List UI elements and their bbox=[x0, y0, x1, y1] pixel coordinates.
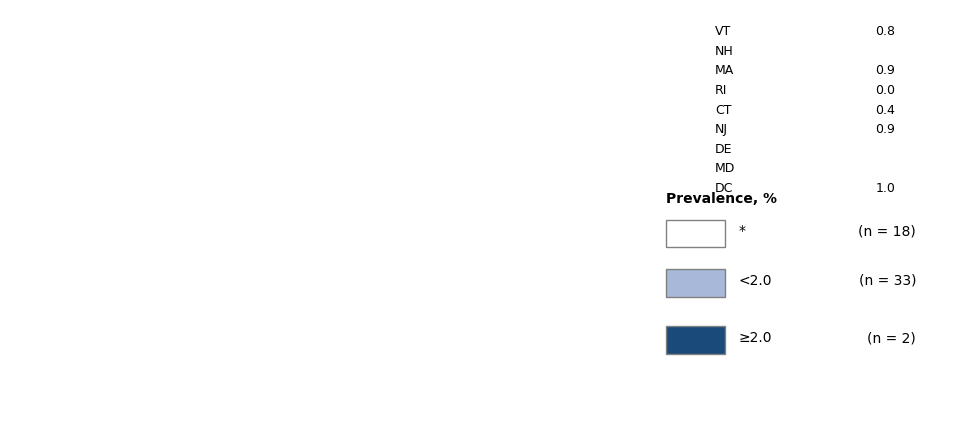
Text: 0.0: 0.0 bbox=[876, 84, 895, 97]
Text: VT: VT bbox=[715, 25, 732, 38]
Text: (n = 33): (n = 33) bbox=[859, 274, 916, 288]
FancyBboxPatch shape bbox=[666, 269, 726, 297]
FancyBboxPatch shape bbox=[666, 220, 726, 247]
Text: 0.9: 0.9 bbox=[876, 64, 895, 77]
Text: NH: NH bbox=[715, 45, 734, 58]
Text: 0.8: 0.8 bbox=[876, 25, 895, 38]
Text: DE: DE bbox=[715, 143, 732, 156]
Text: MD: MD bbox=[715, 162, 735, 175]
Text: Prevalence, %: Prevalence, % bbox=[666, 192, 778, 206]
Text: 0.9: 0.9 bbox=[876, 123, 895, 136]
Text: CT: CT bbox=[715, 103, 732, 117]
Text: (n = 2): (n = 2) bbox=[868, 331, 916, 345]
Text: ≥2.0: ≥2.0 bbox=[739, 331, 772, 345]
Text: MA: MA bbox=[715, 64, 734, 77]
Text: (n = 18): (n = 18) bbox=[858, 224, 916, 238]
Text: RI: RI bbox=[715, 84, 728, 97]
Text: DC: DC bbox=[715, 182, 733, 195]
Text: 0.4: 0.4 bbox=[876, 103, 895, 117]
Text: <2.0: <2.0 bbox=[739, 274, 772, 288]
FancyBboxPatch shape bbox=[666, 326, 726, 354]
Text: *: * bbox=[739, 224, 746, 238]
Text: 1.0: 1.0 bbox=[876, 182, 895, 195]
Text: NJ: NJ bbox=[715, 123, 729, 136]
